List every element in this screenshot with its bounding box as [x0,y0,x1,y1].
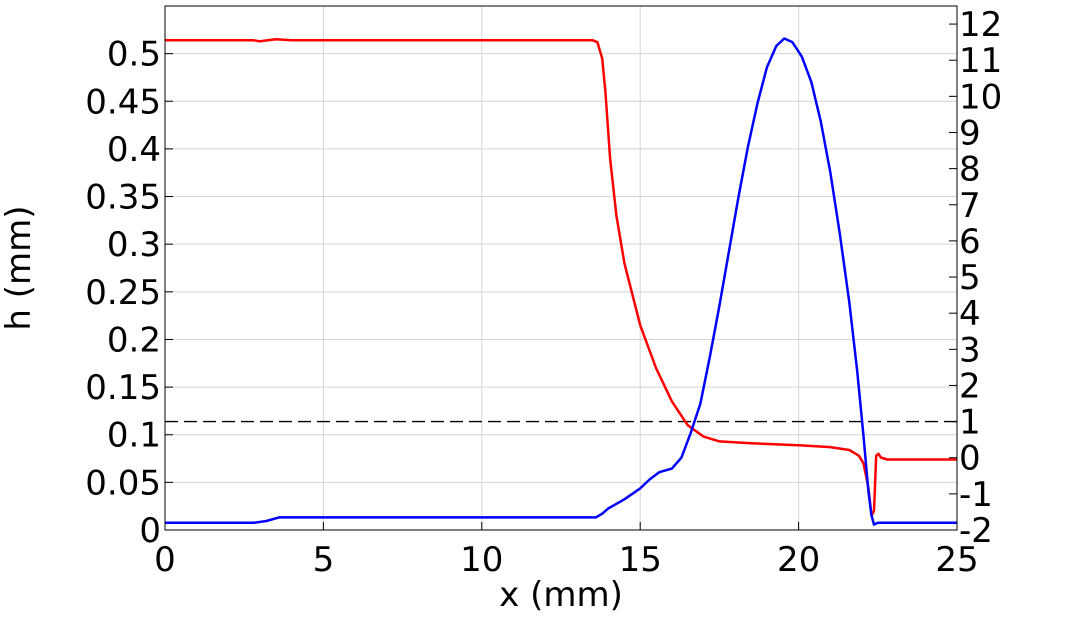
y-tick-label-9: 0.45 [85,82,161,122]
y2-tick-label-7: 5 [959,258,981,298]
y-tick-label-1: 0.05 [85,463,161,503]
y2-tick-label-10: 8 [959,150,981,190]
grid-layer [164,6,958,531]
y2-tick-label-4: 2 [959,366,981,406]
y2-tick-label-3: 1 [959,403,981,443]
series-layer [165,37,957,526]
y-tick-label-3: 0.15 [85,368,161,408]
y-tick-label-8: 0.4 [107,130,161,170]
y2-tick-label-0: -2 [959,511,993,551]
y-tick-label-5: 0.25 [85,273,161,313]
y2-tick-label-13: 11 [959,41,1002,81]
y2-tick-label-14: 12 [959,5,1002,45]
y2-tick-label-6: 4 [959,294,981,334]
y2-tick-label-9: 7 [959,186,981,226]
x-tick-label-2: 10 [460,540,503,580]
series-line-0 [165,38,957,517]
y-axis-left-ticks: 0 0.05 0.1 0.15 0.2 0.25 0.3 0.35 0.4 0.45 0.5 [85,35,173,551]
series-line-1 [165,37,957,526]
x-axis-ticks: 0 5 10 15 20 25 [154,522,979,580]
y2-tick-label-2: 0 [959,439,981,479]
x-tick-label-0: 0 [154,540,176,580]
y-tick-label-10: 0.5 [107,35,161,75]
x-tick-label-1: 5 [313,540,335,580]
y2-tick-label-12: 10 [959,77,1002,117]
y-tick-label-7: 0.35 [85,178,161,218]
y2-tick-label-1: -1 [959,475,993,515]
y2-tick-label-5: 3 [959,330,981,370]
x-axis-title: x (mm) [499,575,623,615]
y2-tick-label-11: 9 [959,113,981,153]
x-tick-label-5: 25 [935,540,978,580]
y-tick-label-6: 0.3 [107,225,161,265]
plot-frame [164,5,958,531]
y2-tick-label-8: 6 [959,222,981,262]
y-axis-title: h (mm) [0,205,39,330]
x-tick-label-4: 20 [777,540,820,580]
y-tick-label-0: 0 [139,511,161,551]
y-tick-label-2: 0.1 [107,416,161,456]
y-tick-label-4: 0.2 [107,320,161,360]
x-tick-label-3: 15 [619,540,662,580]
